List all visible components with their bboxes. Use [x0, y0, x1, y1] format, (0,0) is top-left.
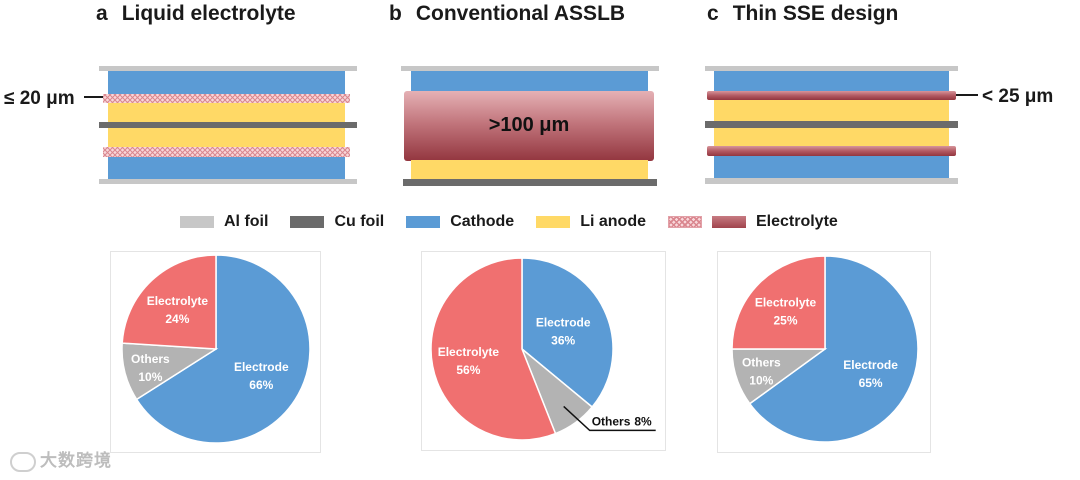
thick-sse-layer: [404, 91, 654, 161]
cathode-bottom: [108, 157, 345, 179]
panel-c-title: c Thin SSE design: [707, 2, 898, 26]
legend-swatch-cu-foil: [290, 216, 325, 228]
panel-c-letter: c: [707, 2, 719, 25]
panel-b-title: b Conventional ASSLB: [389, 2, 625, 26]
thin-sse-bottom: [707, 146, 956, 156]
legend-swatch-al-foil: [180, 216, 214, 228]
legend-swatch-electrolyte-solid: [711, 216, 746, 228]
pie-a-label-electrolyte-name: Electrolyte: [147, 294, 209, 308]
al-foil-c-bottom: [705, 178, 958, 184]
pie-c-label-others: Others 10%: [742, 356, 781, 388]
pie-b-label-electrode-pct: 36%: [551, 334, 575, 348]
pie-a-label-electrode-name: Electrode: [234, 360, 289, 374]
pie-b-label-others-name: Others: [592, 414, 631, 428]
pie-b-slice-electrode: [521, 257, 614, 409]
cu-foil-b: [403, 179, 657, 186]
cathode-top: [108, 71, 345, 95]
pie-a-slice-electrolyte: [121, 254, 217, 350]
panel-a-letter: a: [96, 2, 108, 25]
watermark-logo-icon: [10, 451, 36, 472]
pie-b-label-others-pct: 8%: [634, 414, 652, 428]
legend-label-electrolyte: Electrolyte: [755, 213, 838, 230]
al-foil-bottom: [99, 179, 357, 184]
pie-c-slice-electrolyte: [731, 255, 826, 350]
pie-a-label-electrolyte-pct: 24%: [165, 312, 189, 326]
li-anode-top: [108, 103, 345, 122]
li-anode-bottom: [108, 128, 345, 147]
pie-b-slice-electrolyte: [430, 257, 557, 441]
legend-label-li-anode: Li anode: [580, 213, 646, 230]
pie-c-label-electrolyte-name: Electrolyte: [755, 296, 817, 310]
legend-item-li-anode: Li anode: [536, 213, 646, 231]
legend-swatch-electrolyte-liquid: [667, 216, 702, 228]
panel-c-title-text: Thin SSE design: [732, 2, 899, 25]
pie-b-label-electrolyte-pct: 56%: [456, 363, 480, 377]
legend-label-cu-foil: Cu foil: [334, 213, 385, 230]
pie-a-label-electrolyte: Electrolyte 24%: [147, 294, 209, 326]
cathode-b: [411, 71, 648, 92]
pie-b-label-electrode: Electrode 36%: [536, 316, 591, 348]
legend-swatch-li-anode: [536, 216, 571, 228]
cathode-c-bottom: [714, 156, 949, 178]
legend-label-al-foil: Al foil: [224, 213, 269, 230]
pie-b-label-others: Others 8%: [592, 414, 652, 428]
pie-chart-b: Electrode 36% Others 8% Electrolyte 56%: [430, 257, 656, 441]
al-foil-b: [401, 66, 659, 71]
pie-b-label-electrolyte-name: Electrolyte: [438, 345, 500, 359]
pie-a-slice-electrode: [135, 254, 311, 444]
cu-foil-c: [705, 121, 958, 128]
legend: Al foil Cu foil Cathode Li anode Electro…: [180, 211, 860, 233]
pie-c-slice-electrode: [748, 255, 919, 443]
legend-item-al-foil: Al foil: [180, 213, 268, 231]
panel-b-letter: b: [389, 2, 402, 25]
pie-box-b: Electrode 36% Others 8% Electrolyte 56%: [421, 251, 666, 451]
thickness-label-b: >100 μm: [489, 114, 570, 136]
stack-b: [401, 66, 659, 186]
thin-sse-top: [707, 91, 956, 100]
pie-chart-c: Electrode 65% Others 10% Electrolyte 25%: [731, 255, 919, 443]
pie-c-label-electrolyte-pct: 25%: [773, 314, 797, 328]
li-anode-c-bottom: [714, 128, 949, 146]
pie-a-label-others-pct: 10%: [138, 370, 162, 384]
pie-b-label-electrolyte: Electrolyte 56%: [438, 345, 500, 377]
legend-item-electrolyte: Electrolyte: [667, 213, 838, 231]
legend-label-cathode: Cathode: [450, 213, 515, 230]
stack-a: [84, 66, 357, 184]
legend-swatch-cathode: [406, 216, 441, 228]
pie-c-label-others-pct: 10%: [749, 374, 773, 388]
pie-a-label-electrode: Electrode 66%: [234, 360, 289, 392]
liquid-electrolyte-bottom: [103, 147, 350, 157]
pie-box-a: Electrode 66% Others 10% Electrolyte 24%: [110, 251, 321, 453]
cu-foil: [99, 122, 357, 128]
al-foil-c-top: [705, 66, 958, 71]
pie-c-label-electrolyte: Electrolyte 25%: [755, 296, 817, 328]
liquid-electrolyte-top: [103, 94, 350, 103]
panel-a-title-text: Liquid electrolyte: [121, 2, 296, 25]
legend-item-cathode: Cathode: [406, 213, 514, 231]
pie-b-callout-line: [563, 405, 656, 432]
pie-box-c: Electrode 65% Others 10% Electrolyte 25%: [717, 251, 931, 453]
pie-a-label-electrode-pct: 66%: [249, 378, 273, 392]
panel-a-title: a Liquid electrolyte: [96, 2, 296, 26]
pie-c-label-electrode: Electrode 65%: [843, 358, 898, 390]
li-anode-c-top: [714, 100, 949, 121]
stack-c: [705, 66, 978, 184]
pie-c-label-others-name: Others: [742, 356, 781, 370]
pie-b-label-electrode-name: Electrode: [536, 316, 591, 330]
thickness-label-a: ≤ 20 μm: [4, 88, 75, 109]
legend-item-cu-foil: Cu foil: [290, 213, 384, 231]
pie-chart-a: Electrode 66% Others 10% Electrolyte 24%: [121, 254, 311, 444]
pie-c-label-electrode-pct: 65%: [859, 376, 883, 390]
cathode-c-top: [714, 71, 949, 92]
li-anode-b: [411, 160, 648, 179]
watermark: 大数跨境: [10, 446, 112, 472]
al-foil-top: [99, 66, 357, 71]
pie-c-label-electrode-name: Electrode: [843, 358, 898, 372]
panel-b-title-text: Conventional ASSLB: [415, 2, 626, 25]
watermark-text: 大数跨境: [40, 451, 112, 470]
cell-stack-diagrams: ≤ 20 μm >100 μm < 25 μm: [4, 66, 1053, 186]
pie-a-label-others-name: Others: [131, 352, 170, 366]
pie-a-label-others: Others 10%: [131, 352, 170, 384]
thickness-label-c: < 25 μm: [982, 86, 1053, 107]
